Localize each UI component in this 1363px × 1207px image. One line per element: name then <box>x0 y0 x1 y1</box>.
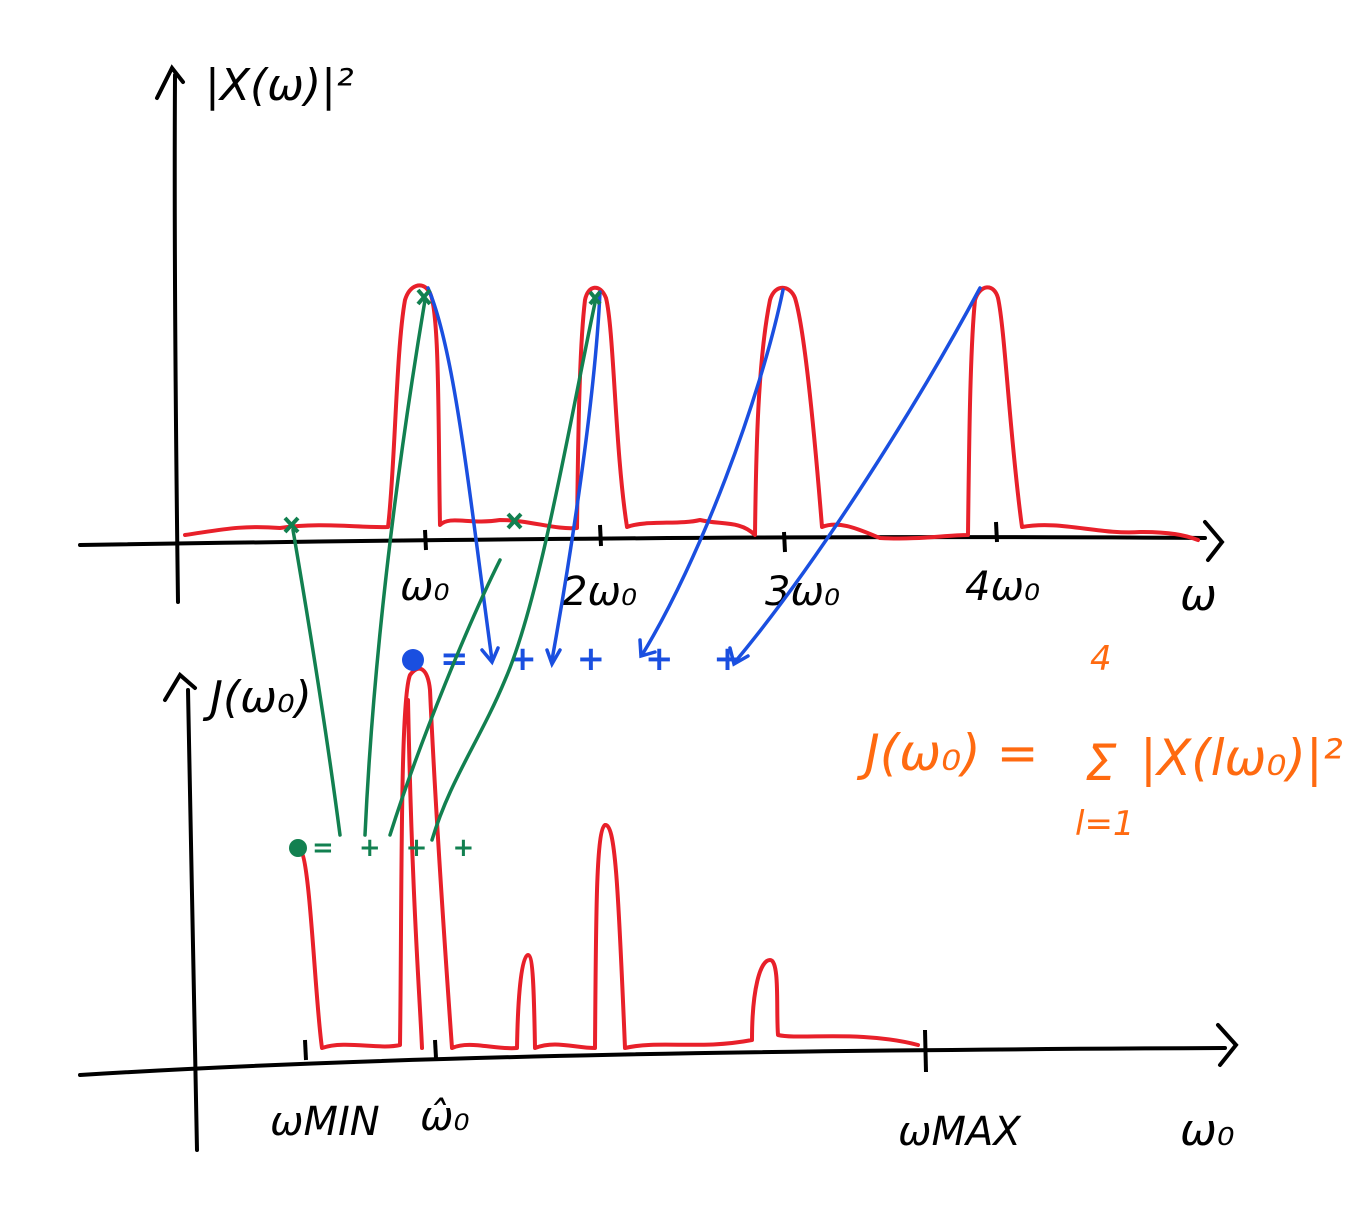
green-mark-1 <box>283 516 300 534</box>
green-arrow-2 <box>363 298 427 837</box>
bottom-plot <box>78 666 1239 1152</box>
blue-arrowhead-4 <box>728 646 750 667</box>
top-tick-3 <box>782 531 787 553</box>
top-tick-1 <box>423 529 428 551</box>
blue-arrowhead-2 <box>545 648 562 669</box>
top-tick-label-4: 4ω₀ <box>965 564 1040 610</box>
blue-mapping-arrows <box>426 286 982 669</box>
bottom-tick-max <box>923 1029 928 1073</box>
bottom-tick-label-min: ωMIN <box>270 1099 380 1145</box>
green-marks <box>283 288 602 534</box>
formula-sum-lower: l=1 <box>1075 804 1135 844</box>
top-x-axis <box>78 535 1207 547</box>
bottom-x-label: ω₀ <box>1180 1105 1234 1156</box>
bottom-y-arrowhead <box>163 671 197 702</box>
green-sum-dot <box>289 839 307 857</box>
top-spectrum-curve <box>183 283 1200 542</box>
green-mapping-arrows <box>291 296 598 842</box>
blue-arrowhead-3 <box>638 638 657 659</box>
top-y-axis <box>172 73 180 604</box>
bottom-tick-min <box>303 1039 308 1061</box>
bottom-tick-label-max: ωMAX <box>898 1109 1022 1155</box>
green-mark-2 <box>506 512 523 530</box>
green-mark-3 <box>416 288 432 306</box>
top-x-label: ω <box>1180 570 1217 621</box>
top-tick-4 <box>994 521 999 543</box>
formula-lhs: J(ω₀) = <box>856 724 1038 782</box>
blue-arrowhead-1 <box>480 646 500 666</box>
top-tick-label-2: 2ω₀ <box>562 569 637 615</box>
bottom-x-arrowhead <box>1216 1023 1239 1067</box>
top-y-arrowhead <box>155 64 185 100</box>
formula-sum-upper: 4 <box>1090 639 1112 679</box>
bottom-y-label: J(ω₀) <box>202 672 312 723</box>
green-arrow-4 <box>430 296 598 842</box>
green-arrow-1 <box>291 528 342 837</box>
bottom-tick-hat <box>433 1039 438 1059</box>
top-y-label: |X(ω)|² <box>205 60 354 111</box>
top-plot <box>78 64 1225 604</box>
green-sum-expression: = + + + <box>312 833 482 863</box>
bottom-tick-label-hat: ω̂₀ <box>420 1094 470 1140</box>
blue-arrow-2 <box>550 290 602 662</box>
formula-term: |X(lω₀)|² <box>1140 729 1343 787</box>
bottom-y-axis <box>186 688 199 1152</box>
green-mark-4 <box>588 290 602 306</box>
top-tick-label-1: ω₀ <box>400 564 450 610</box>
bottom-objective-curve <box>298 666 920 1051</box>
blue-arrow-3 <box>640 288 785 657</box>
blue-arrow-4 <box>733 286 982 664</box>
blue-sum-dot <box>402 649 424 671</box>
top-x-arrowhead <box>1203 520 1225 562</box>
green-arrow-3 <box>388 558 502 837</box>
objective-formula: J(ω₀) = 4 Σ l=1 |X(lω₀)|² <box>856 639 1343 844</box>
top-tick-2 <box>598 524 603 547</box>
formula-sum-symbol: Σ <box>1085 734 1117 792</box>
blue-sum-expression: = + + + + <box>440 639 756 679</box>
bottom-x-axis <box>78 1046 1227 1077</box>
